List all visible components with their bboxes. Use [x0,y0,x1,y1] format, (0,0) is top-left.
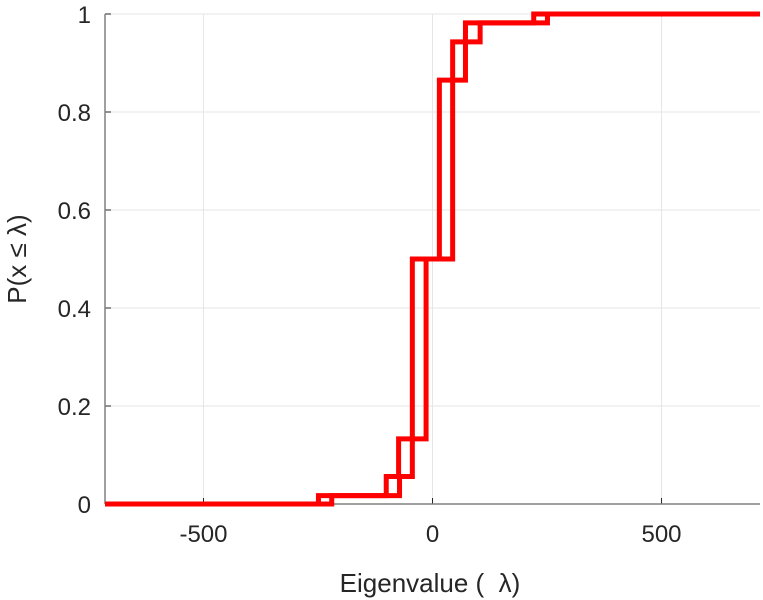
y-axis-label: P(x ≤ λ) [2,214,32,303]
x-tick-label: 500 [641,521,681,548]
x-tick-label: 0 [426,521,439,548]
series [105,11,760,507]
cdf-line-cdf-upper-x [105,11,760,507]
y-tick-label: 0.4 [58,296,91,323]
y-tick-label: 0.8 [58,100,91,127]
tick-labels: -500 0 500 0 0.2 0.4 0.6 0.8 1 [58,2,682,548]
y-tick-label: 0.6 [58,198,91,225]
x-tick-label: -500 [179,521,227,548]
y-tick-label: 0 [78,492,91,519]
x-axis-label: Eigenvalue ( λ) [340,568,521,598]
y-tick-label: 1 [78,2,91,29]
y-tick-label: 0.2 [58,394,91,421]
